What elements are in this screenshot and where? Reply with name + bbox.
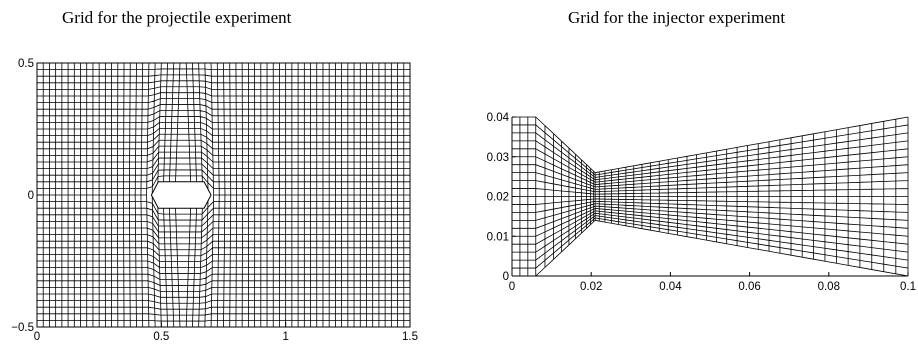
projectile-y-tick-label: 0 <box>28 190 34 202</box>
injector-x-tick-label: 0.08 <box>818 281 840 293</box>
injector-y-tick-label: 0.03 <box>487 152 509 164</box>
injector-grid-lines <box>511 116 909 277</box>
injector-grid-title: Grid for the injector experiment <box>568 8 786 27</box>
projectile-x-tick-label: 0 <box>34 331 40 343</box>
projectile-y-tick-label: 0.5 <box>18 58 34 70</box>
injector-x-tick-label: 0 <box>509 281 515 293</box>
injector-x-tick-label: 0.02 <box>580 281 602 293</box>
projectile-x-tick-label: 1.5 <box>402 331 418 343</box>
injector-x-tick-label: 0.06 <box>738 281 760 293</box>
injector-y-tick-label: 0.04 <box>487 112 510 124</box>
projectile-y-tick-label: −0.5 <box>11 322 34 334</box>
injector-grid-axes: 0 0.02 0.04 0.06 0.08 0.1 0.04 0.03 0.02 0.01 0 <box>487 112 916 293</box>
projectile-grid-axes: 0 0.5 1 1.50.50−0.5 <box>11 58 418 343</box>
projectile-grid-title: Grid for the projectile experiment <box>62 8 292 27</box>
injector-y-tick-label: 0.01 <box>487 231 509 243</box>
injector-grid-mesh <box>511 116 909 277</box>
injector-y-tick-label: 0 <box>503 271 509 283</box>
injector-x-tick-label: 0.04 <box>659 281 682 293</box>
projectile-grid-mesh <box>36 62 411 328</box>
projectile-x-tick-label: 0.5 <box>153 331 169 343</box>
injector-x-tick-label: 0.1 <box>900 281 916 293</box>
projectile-obstacle <box>150 181 212 209</box>
injector-y-tick-label: 0.02 <box>487 192 509 204</box>
projectile-grid-lines <box>36 62 411 328</box>
projectile-x-tick-label: 1 <box>282 331 288 343</box>
